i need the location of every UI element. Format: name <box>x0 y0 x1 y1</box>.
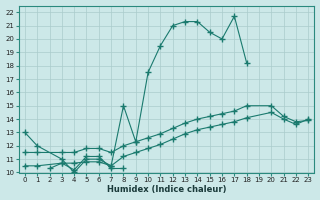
X-axis label: Humidex (Indice chaleur): Humidex (Indice chaleur) <box>107 185 226 194</box>
